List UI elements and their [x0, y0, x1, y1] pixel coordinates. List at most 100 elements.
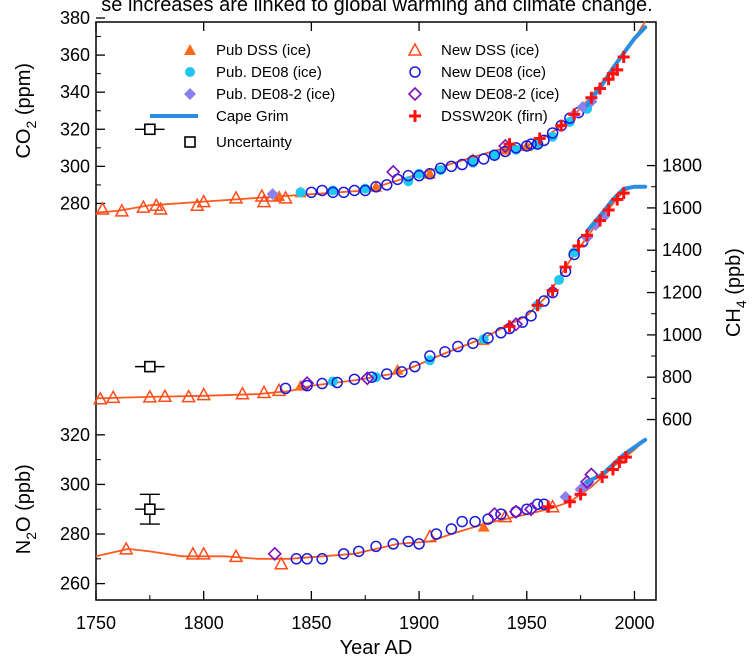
ch4-fit-line — [95, 185, 646, 400]
x-tick-label: 1950 — [507, 613, 547, 633]
new-dss-point — [105, 389, 121, 404]
new-de08-point — [348, 184, 361, 197]
new-de08-point — [469, 515, 481, 528]
ch4-series-new_de08 — [279, 236, 589, 395]
dssw20k-point — [546, 284, 559, 297]
dssw20k-point — [611, 193, 624, 206]
new-dss-point — [256, 384, 272, 399]
n2o-y-tick-label: 320 — [60, 425, 90, 445]
axis-title-unit: (ppb) — [723, 248, 745, 300]
new-dss-point — [407, 42, 423, 56]
new-de08-point — [521, 503, 533, 515]
new-de08-point — [424, 168, 436, 180]
dssw20k-point — [559, 261, 572, 274]
legend-label: Uncertainty — [216, 134, 292, 151]
new-dss-point — [196, 194, 211, 208]
new-de08-point — [445, 160, 458, 173]
dssw20k-point — [594, 82, 606, 95]
ch4-y-tick-label: 1400 — [662, 240, 702, 260]
new-de08-point — [316, 184, 328, 197]
new-de08-2-point — [407, 86, 423, 102]
new-de08-point — [337, 548, 350, 560]
ch4-y-tick-label: 1800 — [662, 156, 702, 176]
new-dss-point — [278, 190, 293, 204]
dssw20k-point — [503, 138, 516, 151]
new-dss-point — [196, 546, 211, 560]
new-de08-point — [430, 528, 443, 540]
pub-de08-point — [295, 187, 306, 198]
new-de08-point — [370, 540, 382, 553]
legend-item-pub_de08_2: Pub. DE08-2 (ice) — [184, 86, 335, 103]
new-de08-point — [396, 366, 408, 378]
ch4-uncertainty — [135, 360, 165, 373]
axis-title-main: CO — [13, 129, 35, 159]
pub-dss-point — [370, 180, 382, 192]
dssw20k-point — [617, 187, 630, 200]
co2-y-tick-label: 320 — [60, 119, 90, 139]
co2-series-new_dss — [95, 188, 293, 217]
new-de08-point — [488, 149, 501, 161]
ch4-y-tick-label: 1000 — [662, 325, 702, 345]
pub-de08-point — [554, 274, 565, 285]
new-de08-point — [348, 373, 361, 386]
new-de08-point — [482, 332, 494, 344]
pub-de08-point — [489, 150, 500, 161]
legend-item-dssw20k: DSSW20K (firn) — [409, 108, 548, 125]
legend-label: Pub DSS (ice) — [216, 42, 311, 59]
legend-label: Cape Grim — [216, 108, 289, 125]
new-dss-point — [422, 528, 438, 543]
new-dss-point — [136, 199, 151, 213]
new-de08-point — [279, 382, 292, 395]
new-dss-point — [114, 203, 130, 217]
new-dss-point — [181, 389, 196, 403]
dssw20k-point — [555, 119, 568, 132]
legend-item-pub_dss: Pub DSS (ice) — [184, 42, 311, 59]
new-de08-point — [445, 523, 458, 535]
new-de08-point — [409, 360, 421, 373]
new-dss-point — [95, 201, 110, 215]
new-de08-point — [381, 368, 393, 380]
legend-label: DSSW20K (firn) — [441, 108, 548, 125]
new-de08-point — [353, 545, 365, 558]
co2-y-tick-label: 380 — [60, 8, 90, 28]
dssw20k-point — [581, 229, 594, 242]
axis-title-main: N — [13, 540, 35, 554]
new-dss-point — [142, 389, 158, 403]
n2o-uncertainty — [135, 493, 165, 525]
new-de08-point — [301, 379, 313, 392]
legend: Pub DSS (ice) New DSS (ice) Pub. DE08 (ice… — [150, 42, 559, 151]
new-de08-point — [409, 66, 421, 78]
new-dss-point — [157, 388, 173, 403]
dssw20k-point — [568, 108, 581, 121]
pub-de08-point — [424, 355, 435, 366]
new-de08-point — [477, 153, 490, 165]
co2-y-tick-label: 340 — [60, 82, 90, 102]
co2-y-tick-label: 360 — [60, 45, 90, 65]
new-de08-point — [359, 184, 371, 197]
ch4-y-tick-label: 1600 — [662, 198, 702, 218]
dssw20k-point — [531, 299, 544, 312]
new-dss-point — [273, 556, 289, 570]
pub-dss-point — [184, 44, 196, 55]
x-axis-title: Year AD — [340, 637, 413, 659]
new-de08-2-point — [360, 371, 375, 386]
dssw20k-point — [585, 91, 598, 104]
pub-dss-point — [294, 379, 307, 391]
legend-item-new_dss: New DSS (ice) — [407, 42, 539, 59]
new-de08-point — [439, 346, 451, 358]
ch4-series-dssw20k — [503, 187, 630, 333]
legend-swatch-uncertainty — [184, 136, 196, 148]
legend-item-new_de08_2: New DE08-2 (ice) — [407, 86, 559, 103]
new-de08-point — [337, 186, 350, 199]
uncertainty-box — [144, 360, 156, 373]
pub-de08-2-point — [184, 88, 196, 100]
pub-de08-point — [185, 67, 195, 77]
new-de08-point — [467, 337, 479, 350]
new-de08-2-point — [508, 317, 524, 332]
new-de08-point — [331, 376, 343, 389]
new-dss-point — [271, 382, 287, 397]
new-dss-point — [235, 386, 250, 400]
new-dss-point — [153, 201, 168, 215]
dssw20k-point — [572, 240, 585, 252]
